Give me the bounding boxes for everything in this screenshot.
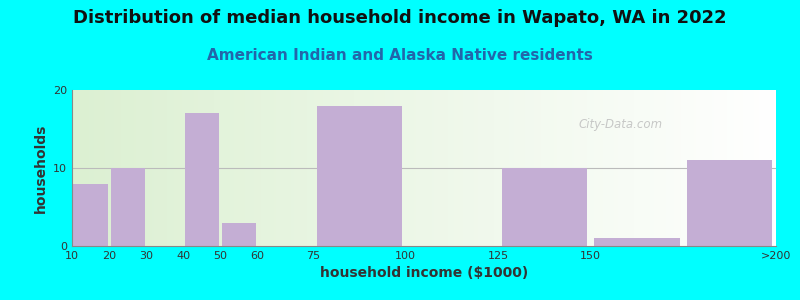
Text: City-Data.com: City-Data.com (579, 118, 663, 131)
Bar (317, 106, 402, 246)
Bar (502, 168, 587, 246)
X-axis label: household income ($1000): household income ($1000) (320, 266, 528, 280)
Bar (185, 113, 218, 246)
Text: Distribution of median household income in Wapato, WA in 2022: Distribution of median household income … (73, 9, 727, 27)
Bar (687, 160, 772, 246)
Text: American Indian and Alaska Native residents: American Indian and Alaska Native reside… (207, 48, 593, 63)
Bar (74, 184, 107, 246)
Bar (222, 223, 256, 246)
Y-axis label: households: households (34, 123, 47, 213)
Bar (594, 238, 680, 246)
Bar (110, 168, 145, 246)
